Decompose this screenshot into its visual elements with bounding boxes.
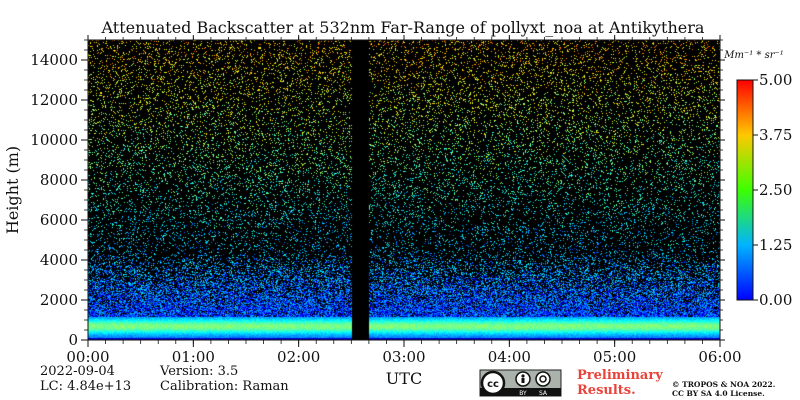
- x-axis-label: UTC: [386, 369, 422, 388]
- heatmap-raster-holder: [88, 40, 720, 340]
- cc-logo-icon: [480, 370, 506, 396]
- colorbar-ticks: 0.00 1.25 2.50 3.75 5.00: [753, 71, 792, 309]
- y-tick-label: 2000: [40, 291, 78, 309]
- cc-badge-sa: SA: [539, 390, 548, 397]
- preliminary-results-notice: Preliminary Results.: [577, 368, 663, 398]
- colorbar-tick-label: 5.00: [759, 71, 792, 89]
- y-axis-ticks: 0 2000 4000 6000 8000 10000 12000 14000: [30, 51, 725, 349]
- preliminary-line-1: Preliminary: [577, 368, 663, 383]
- colorbar: [736, 79, 754, 301]
- copyright-notice: © TROPOS & NOA 2022. CC BY SA 4.0 Licens…: [672, 380, 775, 398]
- y-axis-label: Height (m): [3, 146, 22, 234]
- by-person-body: [521, 378, 525, 383]
- footer-date: 2022-09-04: [40, 364, 115, 379]
- by-person-head: [521, 374, 525, 378]
- footer-lidar-constant: LC: 4.84e+13: [40, 379, 132, 394]
- y-tick-label: 8000: [40, 171, 78, 189]
- footer-calibration: Calibration: Raman: [160, 379, 289, 394]
- sa-share-icon: [535, 371, 551, 387]
- y-tick-label: 14000: [30, 51, 78, 69]
- heatmap-raster: [88, 40, 720, 340]
- x-tick-label: 01:00: [172, 348, 215, 366]
- x-tick-label: 05:00: [593, 348, 636, 366]
- colorbar-tick-label: 2.50: [759, 181, 792, 199]
- colorbar-label: Mm⁻¹ * sr⁻¹: [723, 50, 784, 61]
- cc-badge-by: BY: [519, 390, 527, 397]
- x-tick-label: 02:00: [277, 348, 320, 366]
- x-tick-label: 00:00: [66, 348, 109, 366]
- y-tick-label: 0: [68, 331, 78, 349]
- y-tick-label: 10000: [30, 131, 78, 149]
- y-tick-label: 6000: [40, 211, 78, 229]
- y-tick-label: 4000: [40, 251, 78, 269]
- x-tick-label: 04:00: [488, 348, 531, 366]
- cc-badge-cc: cc: [487, 379, 499, 390]
- preliminary-line-2: Results.: [577, 383, 636, 398]
- copyright-line-2: CC BY SA 4.0 License.: [672, 389, 765, 398]
- x-tick-label: 03:00: [382, 348, 425, 366]
- axis-minor-ticks: [84, 37, 723, 344]
- colorbar-tick-label: 3.75: [759, 126, 792, 144]
- sa-share-arrow: [539, 375, 547, 383]
- chart-title: Attenuated Backscatter at 532nm Far-Rang…: [101, 18, 705, 37]
- colorbar-tick-label: 0.00: [759, 291, 792, 309]
- cc-license-badge: cc BY SA: [479, 369, 562, 397]
- copyright-line-1: © TROPOS & NOA 2022.: [672, 380, 776, 389]
- footer-version: Version: 3.5: [160, 364, 239, 379]
- colorbar-tick-label: 1.25: [759, 236, 792, 254]
- y-tick-label: 12000: [30, 91, 78, 109]
- x-tick-label: 06:00: [698, 348, 741, 366]
